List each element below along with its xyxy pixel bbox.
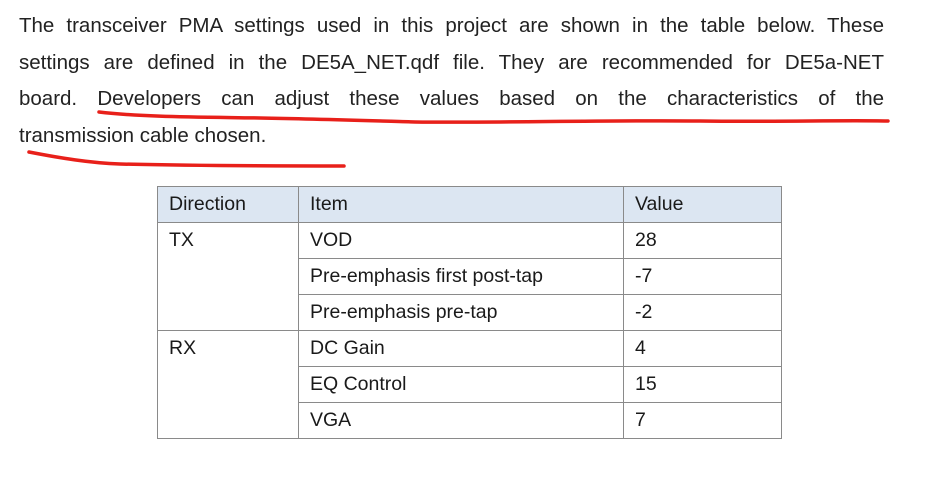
table-header-row: Direction Item Value <box>157 186 782 223</box>
header-value: Value <box>623 186 782 223</box>
value-cell: -7 <box>623 258 782 295</box>
table-row: RX DC Gain 4 <box>157 330 782 439</box>
item-cell: VOD <box>298 222 624 259</box>
value-cell: 15 <box>623 366 782 403</box>
item-cell: Pre-emphasis pre-tap <box>298 294 624 331</box>
direction-tx: TX <box>157 222 299 331</box>
value-cell: 4 <box>623 330 782 367</box>
table-row: TX VOD 28 <box>157 222 782 331</box>
table-row: EQ Control 15 <box>158 366 782 403</box>
direction-rx: RX <box>157 330 299 439</box>
table-row: Pre-emphasis first post-tap -7 <box>158 258 782 295</box>
value-cell: 28 <box>623 222 782 259</box>
table-row: VGA 7 <box>158 402 782 439</box>
header-direction: Direction <box>157 186 299 223</box>
pma-settings-table: Direction Item Value TX VOD 28 Pre-empha… <box>157 186 782 439</box>
paragraph-line-3: board. Developers can adjust these value… <box>19 87 884 110</box>
value-cell: 7 <box>623 402 782 439</box>
item-cell: VGA <box>298 402 624 439</box>
paragraph-line-4: transmission cable chosen. <box>19 123 267 147</box>
header-item: Item <box>298 186 624 223</box>
value-cell: -2 <box>623 294 782 331</box>
paragraph-line-1: The transceiver PMA settings used in thi… <box>19 14 884 37</box>
item-cell: Pre-emphasis first post-tap <box>298 258 624 295</box>
item-cell: DC Gain <box>298 330 624 367</box>
table-row: Pre-emphasis pre-tap -2 <box>158 294 782 331</box>
item-cell: EQ Control <box>298 366 624 403</box>
intro-paragraph: The transceiver PMA settings used in thi… <box>19 8 884 154</box>
paragraph-line-2: settings are defined in the DE5A_NET.qdf… <box>19 50 884 74</box>
underline-stroke-2 <box>27 150 346 168</box>
